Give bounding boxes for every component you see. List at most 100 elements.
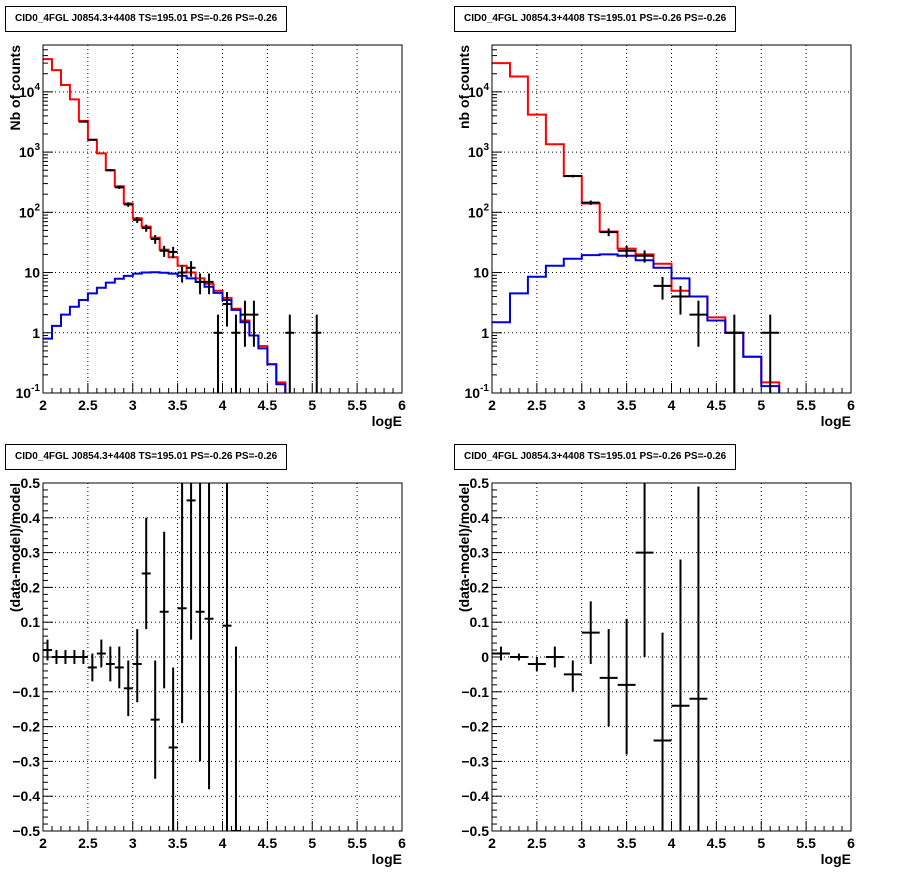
data-point <box>168 667 178 831</box>
data-point <box>231 314 241 393</box>
plot-frame <box>42 482 403 832</box>
x-tick-label: 4 <box>219 397 227 413</box>
pad-bottom-right: 2 2.5 3 3.5 4 4.5 5 5.5 6 −0.5 −0.4 −0.3 −0.2 −0.1 0 0.… <box>449 438 898 875</box>
x-tick-label: 5 <box>308 835 316 851</box>
x-tick-label: 3.5 <box>617 835 637 851</box>
data-point <box>635 250 654 263</box>
x-tick-label: 2.5 <box>527 397 547 413</box>
x-tick-label: 2.5 <box>78 835 98 851</box>
data-point <box>105 646 115 682</box>
x-tick-label: 2 <box>39 835 47 851</box>
x-tick-label: 3 <box>578 397 586 413</box>
data-point <box>689 486 708 831</box>
x-tick-label: 2.5 <box>527 835 547 851</box>
data-point <box>177 265 187 283</box>
tick-labels: 2 2.5 3 3.5 4 4.5 5 5.5 6 −0.5 −0.4 −0.3 −0.2 −0.1 0 0.… <box>12 475 406 851</box>
y-tick-label: −0.3 <box>12 753 40 769</box>
data-point <box>222 483 232 831</box>
data-point <box>671 559 690 831</box>
y-tick-label: −0.4 <box>461 788 489 804</box>
x-tick-label: 3 <box>129 397 137 413</box>
y-tick-label: 102 <box>468 202 490 220</box>
data-point <box>87 653 97 682</box>
data-point <box>599 228 618 237</box>
x-tick-label: 2 <box>488 835 496 851</box>
x-tick-label: 2.5 <box>78 397 98 413</box>
y-tick-label: 103 <box>19 142 41 160</box>
data-point <box>159 245 169 257</box>
y-tick-label: 1 <box>481 325 489 341</box>
data-point <box>87 138 97 141</box>
x-tick-label: 5 <box>757 397 765 413</box>
grid <box>43 45 402 393</box>
y-axis-label: (data-model)/model <box>456 483 472 612</box>
data-point <box>186 261 196 277</box>
x-tick-label: 5 <box>757 835 765 851</box>
data-point <box>159 531 169 689</box>
y-tick-label: 104 <box>19 82 41 100</box>
y-tick-label: −0.1 <box>12 684 40 700</box>
data-point <box>195 273 205 295</box>
y-tick-label: 0.4 <box>21 510 41 526</box>
data-point <box>213 314 223 393</box>
data-point <box>204 273 214 295</box>
y-tick-label: 10 <box>473 265 489 281</box>
x-tick-label: 2 <box>39 397 47 413</box>
y-tick-label: −0.5 <box>12 823 40 839</box>
data-point <box>285 314 295 393</box>
data-point <box>492 646 510 661</box>
x-tick-label: 6 <box>847 835 855 851</box>
data-point <box>114 646 124 689</box>
y-axis-label: (data-model)/model <box>7 483 23 612</box>
data-point <box>123 202 133 207</box>
data-point <box>150 660 160 779</box>
plot-area <box>492 483 708 831</box>
x-tick-label: 5 <box>308 397 316 413</box>
pad-bottom-left: 2 2.5 3 3.5 4 4.5 5 5.5 6 −0.5 −0.4 −0.3 −0.2 −0.1 0 0.… <box>0 438 449 875</box>
y-tick-label: 0.5 <box>470 475 490 491</box>
y-tick-label: 10-1 <box>465 383 490 401</box>
x-tick-label: 4.5 <box>707 835 727 851</box>
x-tick-label: 4.5 <box>707 397 727 413</box>
x-tick-label: 3.5 <box>168 835 188 851</box>
y-tick-label: −0.2 <box>12 719 40 735</box>
data-point <box>563 174 582 178</box>
y-tick-label: 0.3 <box>470 545 490 561</box>
series-total-model-line <box>43 58 287 393</box>
y-tick-label: 0 <box>481 649 489 665</box>
y-tick-label: 10 <box>24 265 40 281</box>
data-point <box>96 639 106 668</box>
tick-labels: 2 2.5 3 3.5 4 4.5 5 5.5 6 10-1 1 10 102 103 104 <box>16 82 407 413</box>
x-tick-label: 3.5 <box>168 397 188 413</box>
y-tick-label: 0.4 <box>470 510 490 526</box>
tick-labels: 2 2.5 3 3.5 4 4.5 5 5.5 6 −0.5 −0.4 −0.3 −0.2 −0.1 0 0.… <box>461 475 855 851</box>
y-tick-label: 103 <box>468 142 490 160</box>
data-point <box>545 646 564 668</box>
plot-frame <box>491 44 852 394</box>
x-tick-label: 4.5 <box>258 835 278 851</box>
y-tick-label: −0.1 <box>461 684 489 700</box>
data-point <box>69 650 79 664</box>
data-point <box>51 650 61 664</box>
data-point <box>249 300 259 347</box>
y-tick-label: 1 <box>32 325 40 341</box>
y-tick-label: 0.2 <box>470 579 490 595</box>
y-tick-label: 10-1 <box>16 383 41 401</box>
chart-title: CID0_4FGL J0854.3+4408 TS=195.01 PS=-0.2… <box>454 444 737 470</box>
data-point <box>105 169 115 172</box>
pad-top-right: 2 2.5 3 3.5 4 4.5 5 5.5 6 10-1 1 10 102 103 104 logE nb … <box>449 0 898 437</box>
y-tick-label: −0.4 <box>12 788 40 804</box>
grid <box>43 483 402 831</box>
series-source-model-line <box>43 271 287 393</box>
x-tick-label: 4 <box>219 835 227 851</box>
chart-counts-top-left: 2 2.5 3 3.5 4 4.5 5 5.5 6 10-1 1 10 102 103 104 logE Nb … <box>7 44 407 429</box>
data-point <box>231 646 241 831</box>
x-tick-label: 5.5 <box>347 835 367 851</box>
x-tick-label: 4 <box>668 397 676 413</box>
chart-title: CID0_4FGL J0854.3+4408 TS=195.01 PS=-0.2… <box>5 444 288 470</box>
y-tick-label: 0.1 <box>470 614 490 630</box>
x-axis-label: logE <box>821 851 851 867</box>
plot-area <box>43 58 322 393</box>
data-point <box>635 483 654 657</box>
y-tick-label: −0.2 <box>461 719 489 735</box>
